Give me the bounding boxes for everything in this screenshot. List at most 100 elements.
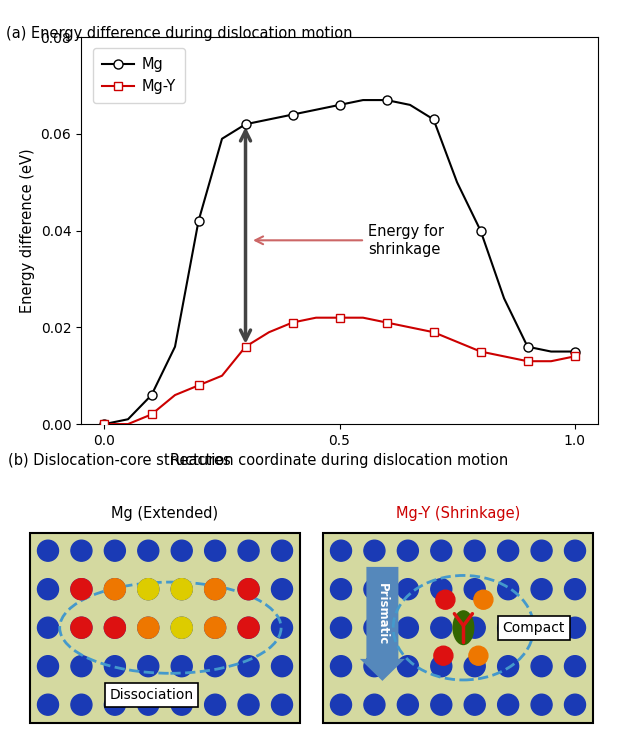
Circle shape [564,655,586,677]
Circle shape [430,694,452,715]
Circle shape [138,618,159,638]
Circle shape [397,655,419,677]
Legend: Mg, Mg-Y: Mg, Mg-Y [93,48,184,103]
Y-axis label: Energy difference (eV): Energy difference (eV) [20,148,35,313]
Circle shape [364,618,385,638]
Circle shape [397,579,419,600]
Circle shape [564,540,586,561]
Circle shape [330,618,351,638]
Circle shape [105,540,125,561]
Circle shape [469,647,488,665]
Circle shape [71,694,92,715]
FancyArrow shape [360,567,405,681]
Circle shape [464,540,485,561]
Circle shape [364,694,385,715]
Circle shape [430,540,452,561]
Circle shape [105,618,125,638]
Circle shape [464,655,485,677]
Text: Dissociation: Dissociation [110,687,194,702]
Circle shape [531,540,552,561]
Circle shape [138,579,159,600]
Text: Energy for
shrinkage: Energy for shrinkage [255,224,444,257]
Circle shape [71,540,92,561]
Bar [30,533,300,722]
Circle shape [105,618,125,638]
Circle shape [37,694,59,715]
Circle shape [531,579,552,600]
Circle shape [272,579,293,600]
Circle shape [138,618,159,638]
Circle shape [531,694,552,715]
Circle shape [564,618,586,638]
Circle shape [138,579,159,600]
Circle shape [71,579,92,600]
Bar [323,533,593,722]
Circle shape [364,655,385,677]
Circle shape [434,647,453,665]
Circle shape [430,579,452,600]
Circle shape [138,655,159,677]
Circle shape [238,618,259,638]
Circle shape [330,694,351,715]
Text: Mg-Y (Shrinkage): Mg-Y (Shrinkage) [396,506,520,521]
Circle shape [204,579,226,600]
Circle shape [238,540,259,561]
Circle shape [37,618,59,638]
Circle shape [171,618,193,638]
Text: (b) Dislocation-core structures: (b) Dislocation-core structures [8,452,231,468]
Circle shape [204,579,226,600]
Circle shape [498,618,518,638]
Circle shape [105,579,125,600]
Circle shape [204,618,226,638]
Circle shape [272,694,293,715]
Circle shape [272,540,293,561]
Circle shape [474,590,493,609]
Ellipse shape [452,610,474,645]
Circle shape [204,618,226,638]
Circle shape [105,694,125,715]
Circle shape [204,694,226,715]
Circle shape [138,694,159,715]
Circle shape [105,579,125,600]
Circle shape [171,655,193,677]
Circle shape [364,540,385,561]
Circle shape [138,540,159,561]
Circle shape [71,579,92,600]
Circle shape [105,655,125,677]
Circle shape [330,579,351,600]
Circle shape [171,694,193,715]
Circle shape [171,540,193,561]
Circle shape [171,579,193,600]
Circle shape [272,618,293,638]
Circle shape [171,618,193,638]
Circle shape [238,694,259,715]
Circle shape [71,618,92,638]
Text: (a) Energy difference during dislocation motion: (a) Energy difference during dislocation… [6,26,353,41]
Circle shape [238,618,259,638]
Circle shape [37,655,59,677]
Circle shape [204,655,226,677]
Circle shape [71,655,92,677]
Circle shape [464,694,485,715]
Circle shape [498,540,518,561]
Circle shape [238,579,259,600]
Circle shape [37,540,59,561]
Circle shape [564,694,586,715]
Circle shape [564,579,586,600]
Circle shape [531,655,552,677]
Circle shape [364,579,385,600]
Circle shape [397,618,419,638]
Circle shape [238,579,259,600]
Circle shape [430,618,452,638]
Circle shape [430,655,452,677]
Text: Mg (Extended): Mg (Extended) [112,506,219,521]
Circle shape [330,540,351,561]
Circle shape [464,579,485,600]
Circle shape [272,655,293,677]
Circle shape [37,579,59,600]
Circle shape [204,540,226,561]
Circle shape [397,694,419,715]
Circle shape [436,590,455,609]
Circle shape [397,540,419,561]
Circle shape [171,579,193,600]
